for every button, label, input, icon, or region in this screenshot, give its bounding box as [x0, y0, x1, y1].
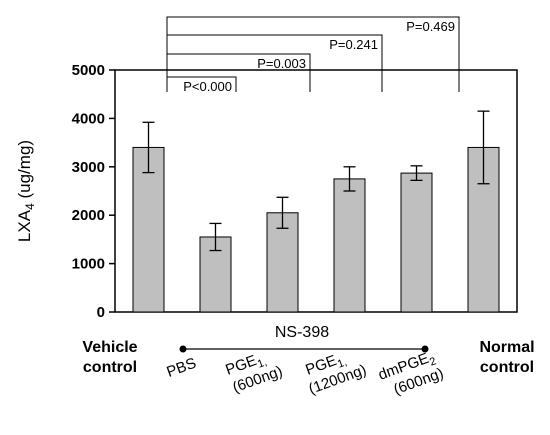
- y-tick-label: 0: [97, 304, 105, 321]
- p-value-label-1: P=0.003: [257, 56, 306, 71]
- group-line-end-dot: [421, 345, 429, 353]
- p-value-label-2: P=0.241: [329, 37, 378, 52]
- bracket-3: [166, 16, 460, 92]
- bar-3: [333, 178, 366, 313]
- group-label: NS-398: [275, 324, 329, 341]
- bar-0: [132, 146, 165, 313]
- bar-2: [266, 212, 299, 313]
- group-line-start-dot: [179, 345, 187, 353]
- labels: LXA4 (ug/mg) Vehicle control PBS PGE1,(600ng…: [15, 140, 535, 399]
- category-label-0: Vehicle: [82, 339, 137, 356]
- category-label-0-line2: control: [83, 359, 137, 376]
- category-label-2: PGE1,(600ng): [223, 352, 284, 396]
- y-tick-label: 1000: [72, 256, 105, 273]
- axes: 0 1000 2000 3000 4000 5000: [72, 62, 518, 321]
- p-value-label-0: P<0.000: [183, 79, 232, 94]
- bar-4: [400, 172, 433, 313]
- category-label-3: PGE1,(1200ng): [303, 352, 368, 398]
- error-bars: [142, 110, 490, 252]
- y-tick-label: 4000: [72, 110, 105, 127]
- bars: [132, 146, 500, 313]
- p-value-label-3: P=0.469: [406, 19, 455, 34]
- y-tick-label: 5000: [72, 62, 105, 79]
- category-label-5: Normal: [479, 339, 534, 356]
- y-tick-label: 2000: [72, 207, 105, 224]
- category-label-1-line1: PBS: [164, 355, 198, 381]
- category-label-4: dmPGE2(600ng): [376, 350, 446, 399]
- category-label-1: PBS: [164, 355, 198, 381]
- category-label-5-line2: control: [480, 359, 534, 376]
- y-axis-label: LXA4 (ug/mg): [15, 140, 37, 242]
- plot-frame: [114, 69, 518, 313]
- significance-brackets: P<0.000 P=0.003 P=0.241 P=0.469: [166, 16, 460, 94]
- y-tick-label: 3000: [72, 159, 105, 176]
